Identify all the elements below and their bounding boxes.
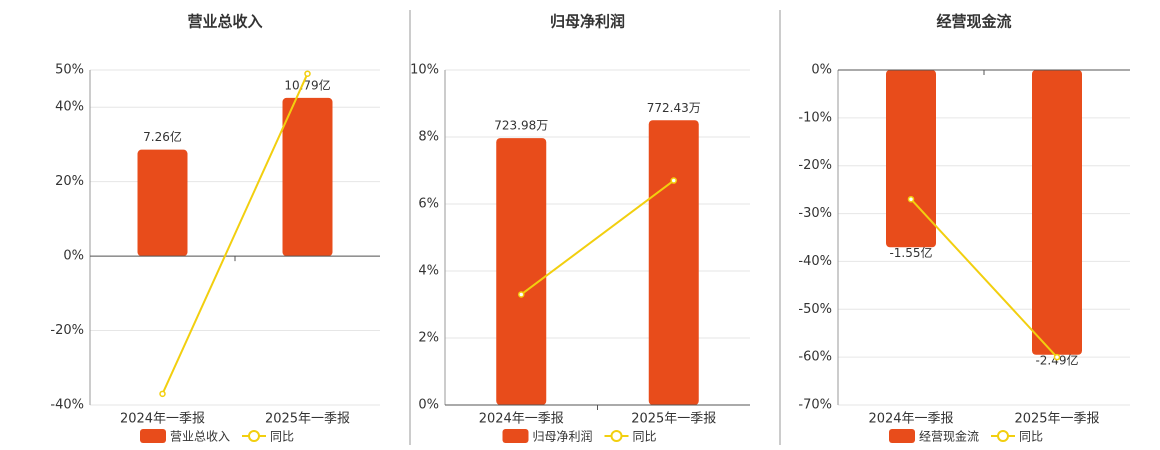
legend-marker <box>997 430 1009 442</box>
x-tick-label: 2024年一季报 <box>120 412 205 427</box>
line-point <box>907 195 915 203</box>
chart-title: 归母净利润 <box>550 13 625 31</box>
bar <box>648 120 699 405</box>
legend-label: 营业总收入 <box>170 430 230 444</box>
bar <box>1032 70 1082 355</box>
y-tick-label: 8% <box>418 130 439 145</box>
legend-swatch <box>502 429 529 443</box>
y-tick-label: -20% <box>50 323 84 338</box>
y-tick-label: -30% <box>798 206 832 221</box>
y-tick-label: -40% <box>798 254 832 269</box>
y-tick-label: -50% <box>798 302 832 317</box>
y-tick-label: -20% <box>798 158 832 173</box>
legend-label: 经营现金流 <box>919 429 979 444</box>
y-tick-label: 10% <box>410 63 439 78</box>
x-tick-label: 2025年一季报 <box>631 412 716 427</box>
y-tick-label: 20% <box>55 174 84 189</box>
y-tick-label: -40% <box>50 398 84 413</box>
data-label: 10.79亿 <box>284 77 330 92</box>
legend-label: 同比 <box>270 430 294 444</box>
legend-label: 同比 <box>1019 430 1043 444</box>
x-tick-label: 2024年一季报 <box>479 412 564 427</box>
bar <box>886 70 936 248</box>
chart-title: 营业总收入 <box>187 13 262 31</box>
x-tick-label: 2025年一季报 <box>1014 412 1099 427</box>
line <box>161 73 309 395</box>
y-tick-label: 2% <box>418 331 439 346</box>
y-tick-label: 4% <box>418 264 439 279</box>
y-tick-label: 0% <box>418 398 439 413</box>
bar <box>496 138 547 405</box>
line-point <box>304 70 311 77</box>
legend-swatch <box>889 429 915 443</box>
legend-swatch <box>140 429 166 443</box>
chart-title: 经营现金流 <box>936 13 1011 31</box>
bar <box>137 149 188 257</box>
line <box>520 179 675 296</box>
data-label: 772.43万 <box>647 101 701 115</box>
y-tick-label: 0% <box>811 63 832 78</box>
x-tick-label: 2025年一季报 <box>265 412 350 427</box>
legend-marker <box>248 430 260 442</box>
data-label: 723.98万 <box>494 119 548 133</box>
y-tick-label: 50% <box>55 63 84 78</box>
bar <box>282 97 333 257</box>
data-label: -1.55亿 <box>889 245 932 260</box>
legend-label: 同比 <box>633 430 657 444</box>
y-tick-label: 6% <box>418 197 439 212</box>
y-tick-label: 0% <box>63 249 84 264</box>
line-point <box>670 177 677 184</box>
x-tick-label: 2024年一季报 <box>868 412 953 427</box>
line-point <box>518 291 525 298</box>
line <box>910 198 1058 358</box>
data-label: 7.26亿 <box>143 129 182 144</box>
legend-label: 归母净利润 <box>533 430 593 444</box>
line-point <box>159 390 166 398</box>
y-tick-label: -60% <box>798 350 832 365</box>
y-tick-label: -10% <box>798 110 832 125</box>
legend-marker <box>610 430 623 442</box>
y-tick-label: 40% <box>55 100 84 115</box>
y-tick-label: -70% <box>798 398 832 413</box>
line-point <box>1053 353 1061 361</box>
